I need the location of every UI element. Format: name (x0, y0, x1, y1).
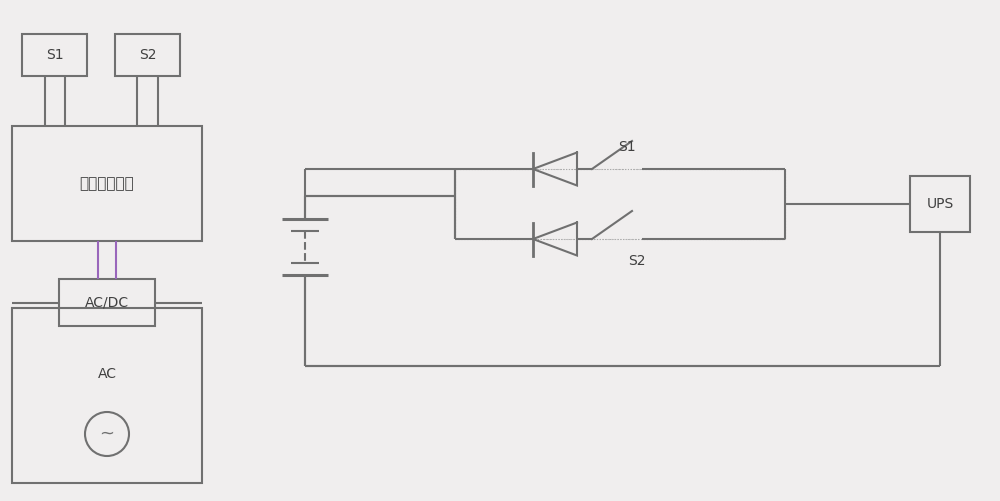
Bar (22, 34, 87, 76)
Bar (455, 169, 785, 239)
Text: S1: S1 (618, 140, 636, 154)
Bar (12, 126, 202, 241)
Bar (115, 34, 180, 76)
Bar (910, 176, 970, 231)
Bar (455, 169, 785, 239)
Text: S2: S2 (139, 48, 156, 62)
Text: AC: AC (97, 368, 116, 381)
Bar (59, 279, 155, 326)
Text: ~: ~ (99, 425, 114, 443)
Text: S1: S1 (46, 48, 63, 62)
Text: 电池管理系统: 电池管理系统 (80, 176, 134, 191)
Text: AC/DC: AC/DC (85, 296, 129, 310)
Bar (12, 308, 202, 483)
Text: UPS: UPS (926, 197, 954, 211)
Text: S2: S2 (628, 254, 646, 268)
